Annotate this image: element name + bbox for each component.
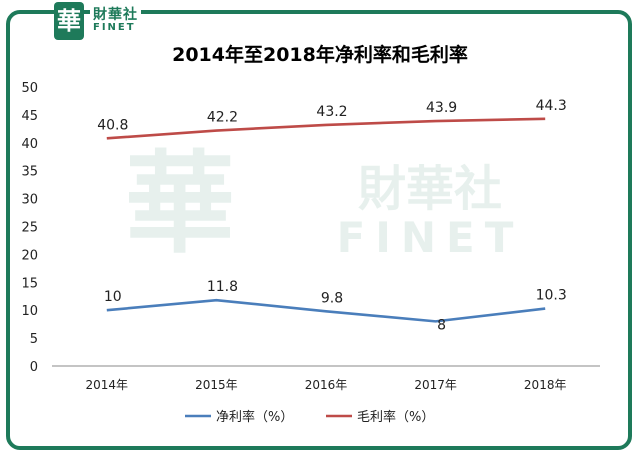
y-tick-label: 0 [30, 360, 38, 375]
y-tick-label: 45 [21, 109, 38, 124]
data-label: 42.2 [207, 110, 238, 126]
series-layer: 10 11.8 9.8 8 10.3 40.8 42.2 43.2 43.9 44.3 [97, 98, 567, 334]
logo-name-cn: 財華社 [93, 7, 138, 24]
logo-text: 財華社 FINET [90, 7, 141, 35]
finet-logo: 華 財華社 FINET [54, 2, 141, 40]
logo-seal: 華 [54, 2, 84, 40]
legend-label: 毛利率（%） [357, 409, 434, 425]
y-tick-label: 20 [21, 248, 38, 263]
data-label: 43.2 [316, 104, 347, 120]
y-tick-label: 40 [21, 137, 38, 152]
data-label: 9.8 [321, 290, 343, 306]
watermark-name-cn: 財華社 [358, 161, 502, 217]
watermark-name-en: FINET [337, 213, 524, 262]
watermark-seal: 華 [125, 139, 235, 268]
logo-name-en: FINET [93, 22, 136, 34]
x-tick-label: 2014年 [86, 378, 129, 392]
chart-frame [6, 10, 632, 450]
chart-axes: 0 5 10 15 20 25 30 35 40 45 50 2014年 2015年 2016年 2017年… [21, 81, 600, 392]
series-line-2 [106, 117, 546, 140]
y-tick-label: 30 [21, 193, 38, 208]
x-tick-label: 2016年 [305, 378, 348, 392]
data-label: 43.9 [426, 100, 457, 116]
y-tick-label: 35 [21, 165, 38, 180]
x-tick-label: 2018年 [524, 378, 567, 392]
chart-title: 2014年至2018年净利率和毛利率 [172, 44, 468, 66]
x-tick-label: 2017年 [414, 378, 457, 392]
data-label: 10 [104, 289, 122, 305]
chart-legend: 净利率（%） 毛利率（%） [185, 409, 434, 425]
data-label: 44.3 [536, 98, 567, 114]
data-label: 11.8 [207, 279, 238, 295]
y-tick-label: 25 [21, 221, 38, 236]
data-label: 10.3 [536, 288, 567, 304]
series-line-1 [106, 298, 546, 323]
y-tick-label: 10 [21, 304, 38, 319]
data-label: 40.8 [97, 117, 128, 133]
y-tick-label: 15 [21, 276, 38, 291]
x-tick-label: 2015年 [195, 378, 238, 392]
legend-label: 净利率（%） [216, 409, 293, 425]
data-label: 8 [437, 317, 446, 333]
y-tick-label: 5 [30, 332, 38, 347]
y-tick-label: 50 [21, 81, 38, 96]
